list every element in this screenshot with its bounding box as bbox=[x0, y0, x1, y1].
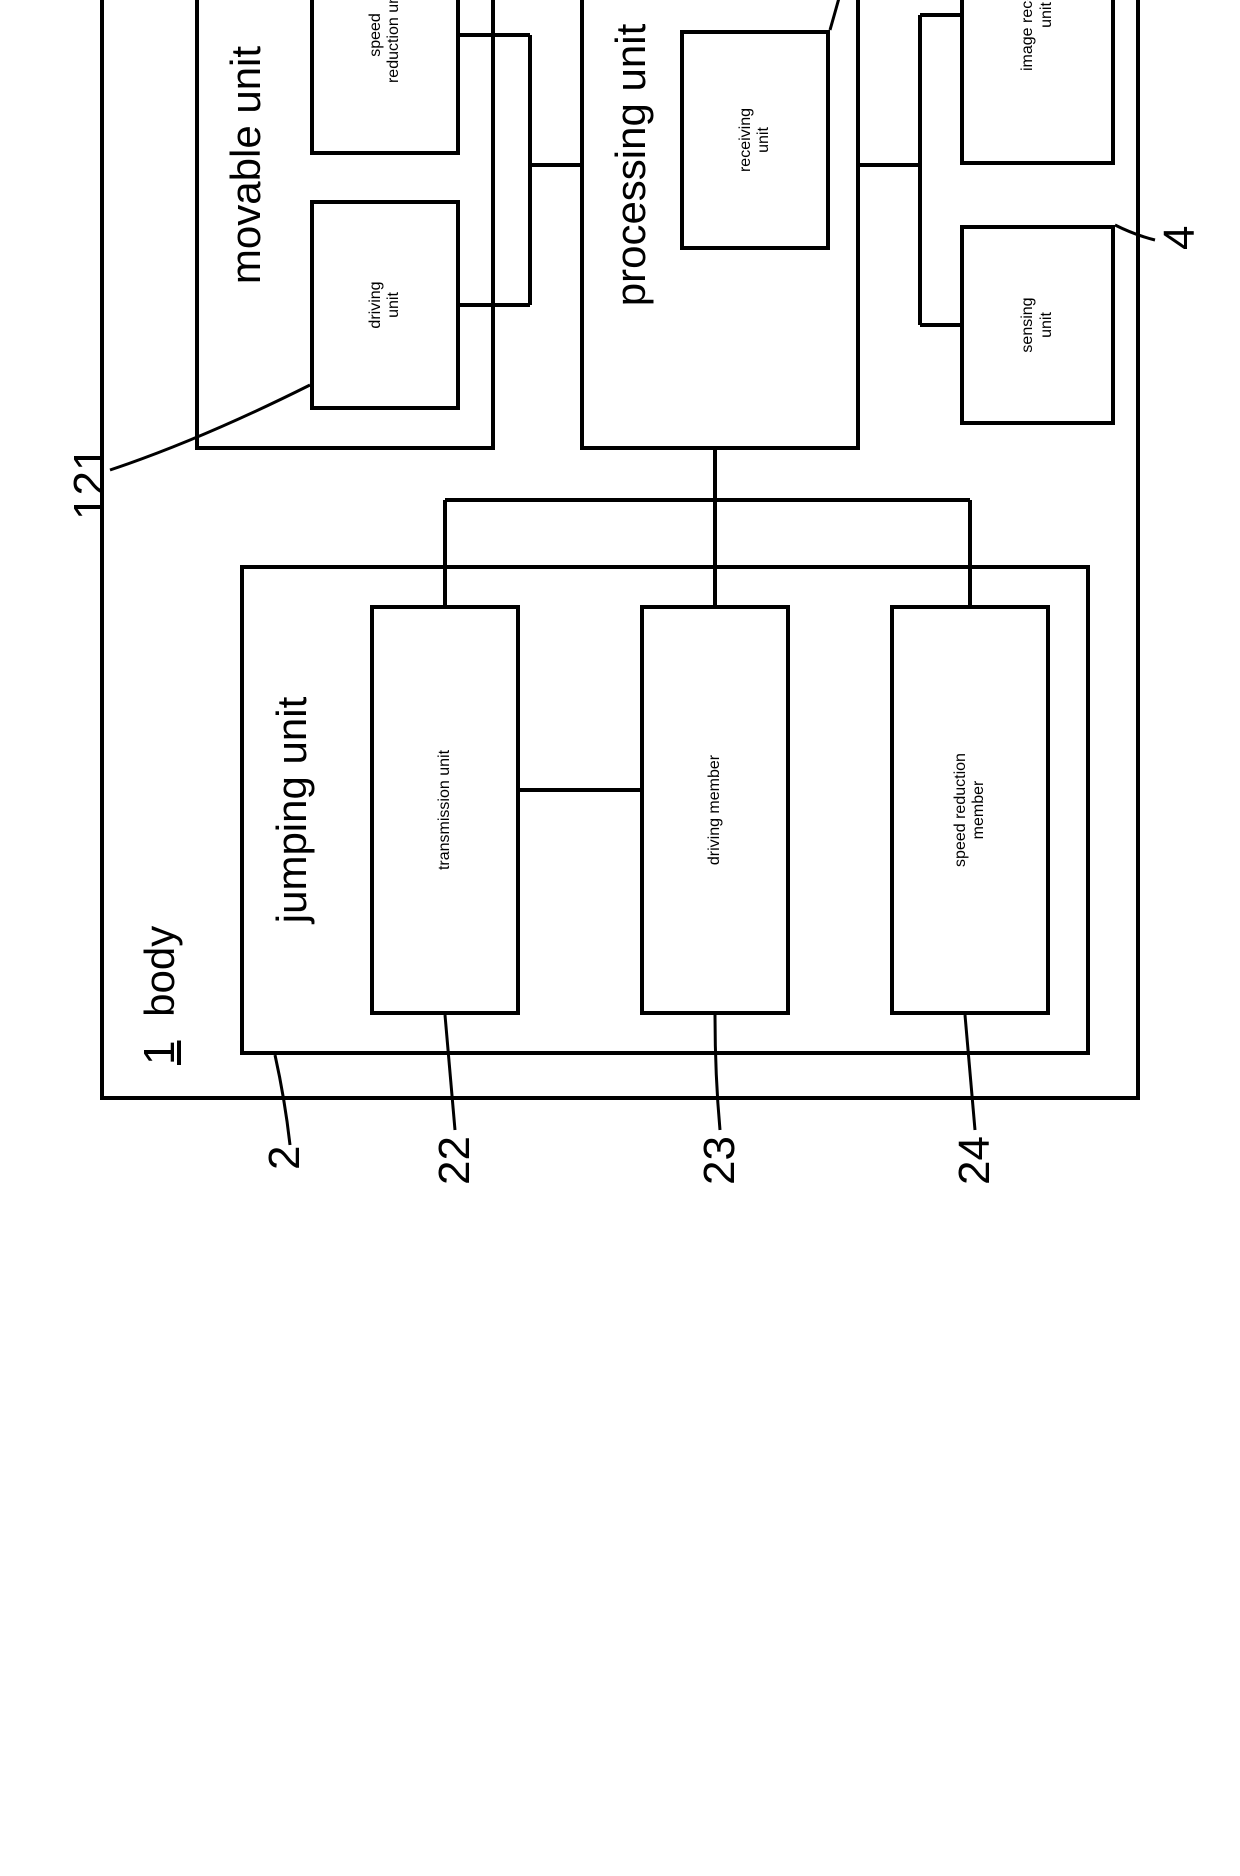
movable-unit-label: movable unit bbox=[222, 0, 270, 450]
receiving-unit-box: receiving unit bbox=[680, 30, 830, 250]
ref-4: 4 bbox=[1155, 226, 1205, 250]
speed-reduction-unit-box: speed reduction unit bbox=[310, 0, 460, 155]
driving-unit-label: driving unit bbox=[367, 281, 404, 328]
speed-reduction-unit-label: speed reduction unit bbox=[367, 0, 404, 83]
speed-reduction-member-box: speed reduction member bbox=[890, 605, 1050, 1015]
sensing-unit-box: sensing unit bbox=[960, 225, 1115, 425]
ref-23: 23 bbox=[695, 1136, 745, 1185]
body-label: 1 body bbox=[135, 926, 185, 1065]
body-text: body bbox=[136, 926, 183, 1017]
diagram-canvas: 1 body jumping unit transmission unit dr… bbox=[0, 0, 1240, 1240]
driving-member-label: driving member bbox=[706, 755, 724, 865]
ref-22: 22 bbox=[430, 1136, 480, 1185]
driving-member-box: driving member bbox=[640, 605, 790, 1015]
driving-unit-box: driving unit bbox=[310, 200, 460, 410]
transmission-unit-box: transmission unit bbox=[370, 605, 520, 1015]
jumping-unit-label: jumping unit bbox=[268, 565, 316, 1055]
image-receiving-unit-label: image receiving unit bbox=[1019, 0, 1056, 71]
body-ref: 1 bbox=[135, 1041, 184, 1065]
ref-2: 2 bbox=[260, 1146, 310, 1170]
image-receiving-unit-box: image receiving unit bbox=[960, 0, 1115, 165]
receiving-unit-label: receiving unit bbox=[737, 108, 774, 172]
ref-24: 24 bbox=[950, 1136, 1000, 1185]
transmission-unit-label: transmission unit bbox=[436, 750, 454, 870]
sensing-unit-label: sensing unit bbox=[1019, 297, 1056, 352]
speed-reduction-member-label: speed reduction member bbox=[952, 753, 989, 867]
processing-unit-label: processing unit bbox=[607, 0, 655, 450]
ref-121: 121 bbox=[65, 447, 115, 520]
